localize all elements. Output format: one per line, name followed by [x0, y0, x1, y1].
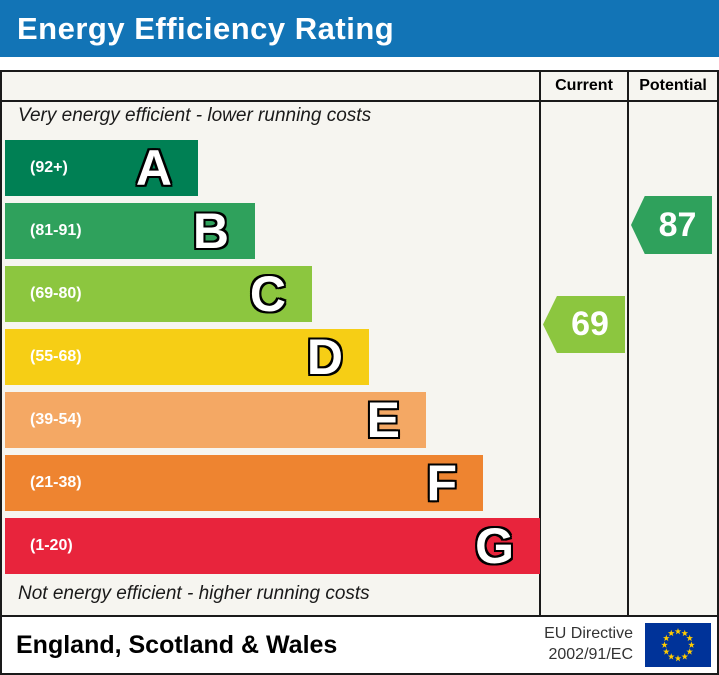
- rating-chart: Current Potential Very energy efficient …: [0, 70, 719, 617]
- eu-directive-label: EU Directive 2002/91/EC: [544, 624, 633, 666]
- current-rating-arrow: 69: [543, 296, 625, 353]
- band-range-label: (39-54): [30, 411, 82, 428]
- current-rating-value: 69: [571, 305, 609, 343]
- title-bar: Energy Efficiency Rating: [0, 0, 719, 57]
- band-letter: D: [306, 329, 345, 385]
- rating-bands: (92+) A (81-91) B (69-80) C (55-68) D (3…: [5, 140, 540, 581]
- band-bar-g: (1-20) G: [5, 518, 540, 574]
- band-bar-a: (92+) A: [5, 140, 198, 196]
- band-letter: C: [249, 266, 288, 322]
- band-bar-b: (81-91) B: [5, 203, 255, 259]
- band-range-label: (21-38): [30, 474, 82, 491]
- band-bar-f: (21-38) F: [5, 455, 483, 511]
- band-range-label: (1-20): [30, 537, 73, 554]
- page-title: Energy Efficiency Rating: [17, 10, 395, 46]
- header-divider-line: [2, 100, 717, 102]
- potential-column-header: Potential: [639, 77, 707, 94]
- potential-rating-value: 87: [658, 205, 697, 244]
- band-letter: B: [192, 203, 231, 259]
- footer-right: EU Directive 2002/91/EC: [544, 623, 717, 667]
- region-label: England, Scotland & Wales: [16, 630, 338, 659]
- title-gap: [0, 57, 719, 70]
- band-bar-c: (69-80) C: [5, 266, 312, 322]
- band-range-label: (81-91): [30, 222, 82, 239]
- band-range-label: (55-68): [30, 348, 82, 365]
- current-column-divider: [539, 72, 541, 615]
- footer-bar: England, Scotland & Wales EU Directive 2…: [0, 617, 719, 675]
- band-range-label: (92+): [30, 159, 68, 176]
- current-column-header: Current: [555, 77, 613, 94]
- band-range-label: (69-80): [30, 285, 82, 302]
- bottom-caption: Not energy efficient - higher running co…: [18, 583, 370, 604]
- band-letter: G: [474, 518, 515, 574]
- band-bar-d: (55-68) D: [5, 329, 369, 385]
- eu-directive-line1: EU Directive: [544, 625, 633, 643]
- eu-flag-icon: [645, 623, 711, 667]
- band-letter: A: [135, 140, 174, 196]
- potential-column-divider: [627, 72, 629, 615]
- potential-rating-arrow: 87: [631, 196, 712, 254]
- band-letter: E: [365, 392, 401, 448]
- top-caption: Very energy efficient - lower running co…: [18, 105, 372, 126]
- band-bar-e: (39-54) E: [5, 392, 426, 448]
- eu-directive-line2: 2002/91/EC: [548, 646, 633, 663]
- band-letter: F: [425, 455, 458, 511]
